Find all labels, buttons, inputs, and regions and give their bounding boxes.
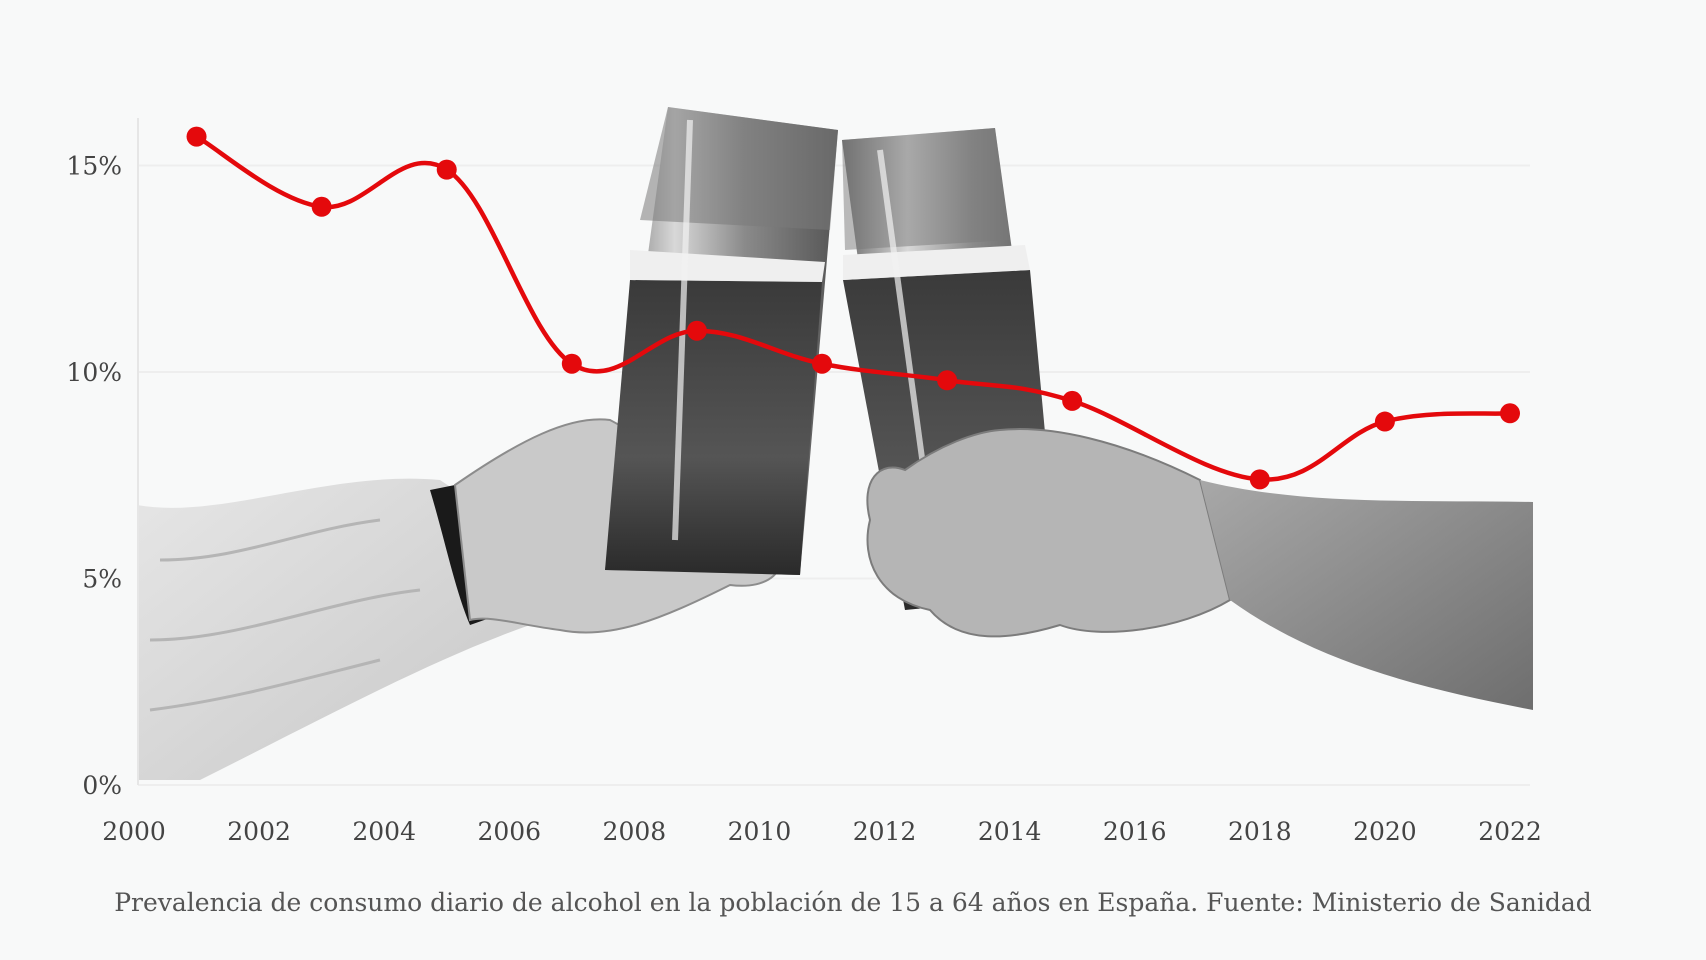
x-tick-label: 2016 (1103, 817, 1167, 846)
right-arm (1200, 480, 1533, 710)
x-tick-label: 2018 (1228, 817, 1292, 846)
data-point (186, 126, 207, 147)
x-tick-label: 2014 (978, 817, 1042, 846)
data-point (1374, 411, 1395, 432)
data-point (1500, 403, 1520, 424)
x-tick-label: 2020 (1353, 817, 1417, 846)
data-point (686, 320, 707, 341)
data-point (1062, 390, 1083, 411)
data-point (812, 353, 832, 374)
x-tick-label: 2002 (227, 817, 291, 846)
x-tick-label: 2022 (1478, 817, 1542, 846)
x-tick-label: 2000 (102, 817, 166, 846)
series-line (194, 134, 1513, 482)
right-hand (866, 428, 1232, 638)
beer-toast-photo (137, 107, 1533, 780)
x-axis-ticks: 2000 2002 2004 2006 2008 2010 2012 2014 2016 2018… (102, 817, 1542, 846)
y-tick-label: 0% (82, 771, 122, 800)
y-tick-label: 10% (66, 358, 122, 387)
data-points (186, 126, 1520, 490)
x-tick-label: 2012 (853, 817, 917, 846)
data-point (1249, 469, 1270, 490)
chart-caption: Prevalencia de consumo diario de alcohol… (114, 888, 1592, 917)
y-axis-ticks: 0% 5% 10% 15% (66, 152, 122, 801)
left-sleeve (137, 478, 530, 780)
y-tick-label: 15% (66, 152, 122, 181)
data-point (937, 370, 958, 391)
data-point (561, 353, 582, 374)
x-tick-label: 2010 (728, 817, 792, 846)
data-point (436, 159, 457, 180)
x-tick-label: 2004 (352, 817, 416, 846)
x-tick-label: 2008 (603, 817, 667, 846)
x-tick-label: 2006 (477, 817, 541, 846)
y-tick-label: 5% (82, 565, 122, 594)
data-point (311, 196, 332, 217)
